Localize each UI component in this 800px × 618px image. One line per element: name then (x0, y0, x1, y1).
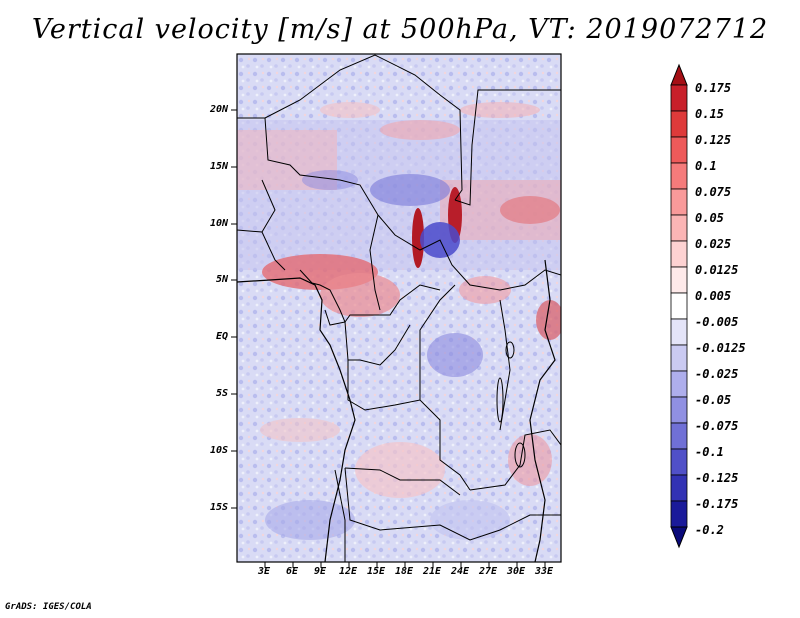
lon-label-15e: 15E (367, 566, 386, 577)
colorbar-swatch (670, 448, 688, 476)
colorbar-swatch (670, 292, 688, 320)
lon-label-18e: 18E (395, 566, 414, 577)
lon-label-24e: 24E (451, 566, 470, 577)
colorbar-label: 0.15 (695, 107, 724, 121)
colorbar-swatch (670, 84, 688, 112)
lon-label-12e: 12E (339, 566, 358, 577)
map-frame (236, 53, 562, 563)
lakes (496, 341, 526, 468)
colorbar-label: 0.125 (695, 133, 732, 147)
colorbar-swatch (670, 396, 688, 424)
colorbar-swatch (670, 214, 688, 242)
lat-label-10s: 10S (209, 445, 228, 456)
lat-label-15n: 15N (209, 161, 228, 172)
colorbar-label: -0.025 (695, 367, 739, 381)
colorbar-label: 0.175 (695, 81, 732, 95)
lat-label-5n: 5N (215, 274, 228, 285)
colorbar-swatch (670, 500, 688, 528)
velocity-field (237, 54, 561, 562)
colorbar-label: -0.05 (695, 393, 732, 407)
colorbar-label: -0.125 (695, 471, 739, 485)
colorbar-label: -0.075 (695, 419, 739, 433)
colorbar-swatch (670, 318, 688, 346)
lat-label-5s: 5S (215, 388, 228, 399)
colorbar-label: -0.1 (695, 445, 724, 459)
colorbar-swatch (670, 240, 688, 268)
lat-label-eq: EQ (215, 331, 228, 342)
lat-label-15s: 15S (209, 502, 228, 513)
colorbar-swatch (670, 370, 688, 398)
lon-label-33e: 33E (535, 566, 554, 577)
colorbar-label: -0.0125 (695, 341, 746, 355)
grads-credit: GrADS: IGES/COLA (5, 602, 92, 612)
colorbar-swatch (670, 266, 688, 294)
colorbar-label: 0.005 (695, 289, 732, 303)
axis-ticks (231, 109, 546, 568)
colorbar-label: 0.0125 (695, 263, 739, 277)
colorbar-swatch (670, 474, 688, 502)
colorbar-swatch (670, 188, 688, 216)
coastline (237, 259, 556, 562)
colorbar-label: 0.05 (695, 211, 724, 225)
colorbar-swatch (670, 136, 688, 164)
lat-label-10n: 10N (209, 218, 228, 229)
colorbar-label: -0.2 (695, 523, 724, 537)
colorbar-label: 0.025 (695, 237, 732, 251)
colorbar-top-arrow (670, 63, 688, 86)
colorbar-label: 0.075 (695, 185, 732, 199)
colorbar-label: 0.1 (695, 159, 717, 173)
lat-label-20n: 20N (209, 104, 228, 115)
lon-label-3e: 3E (258, 566, 271, 577)
colorbar (670, 63, 688, 549)
map-title: Vertical velocity [m/s] at 500hPa, VT: 2… (31, 14, 769, 45)
colorbar-swatch (670, 422, 688, 450)
lon-label-9e: 9E (314, 566, 327, 577)
colorbar-bottom-arrow (670, 526, 688, 549)
colorbar-swatch (670, 162, 688, 190)
lon-label-6e: 6E (286, 566, 299, 577)
lon-label-27e: 27E (479, 566, 498, 577)
colorbar-label: -0.005 (695, 315, 739, 329)
lon-label-21e: 21E (423, 566, 442, 577)
lon-label-30e: 30E (507, 566, 526, 577)
colorbar-swatch (670, 110, 688, 138)
colorbar-label: -0.175 (695, 497, 739, 511)
colorbar-swatch (670, 344, 688, 372)
country-borders (237, 54, 561, 562)
